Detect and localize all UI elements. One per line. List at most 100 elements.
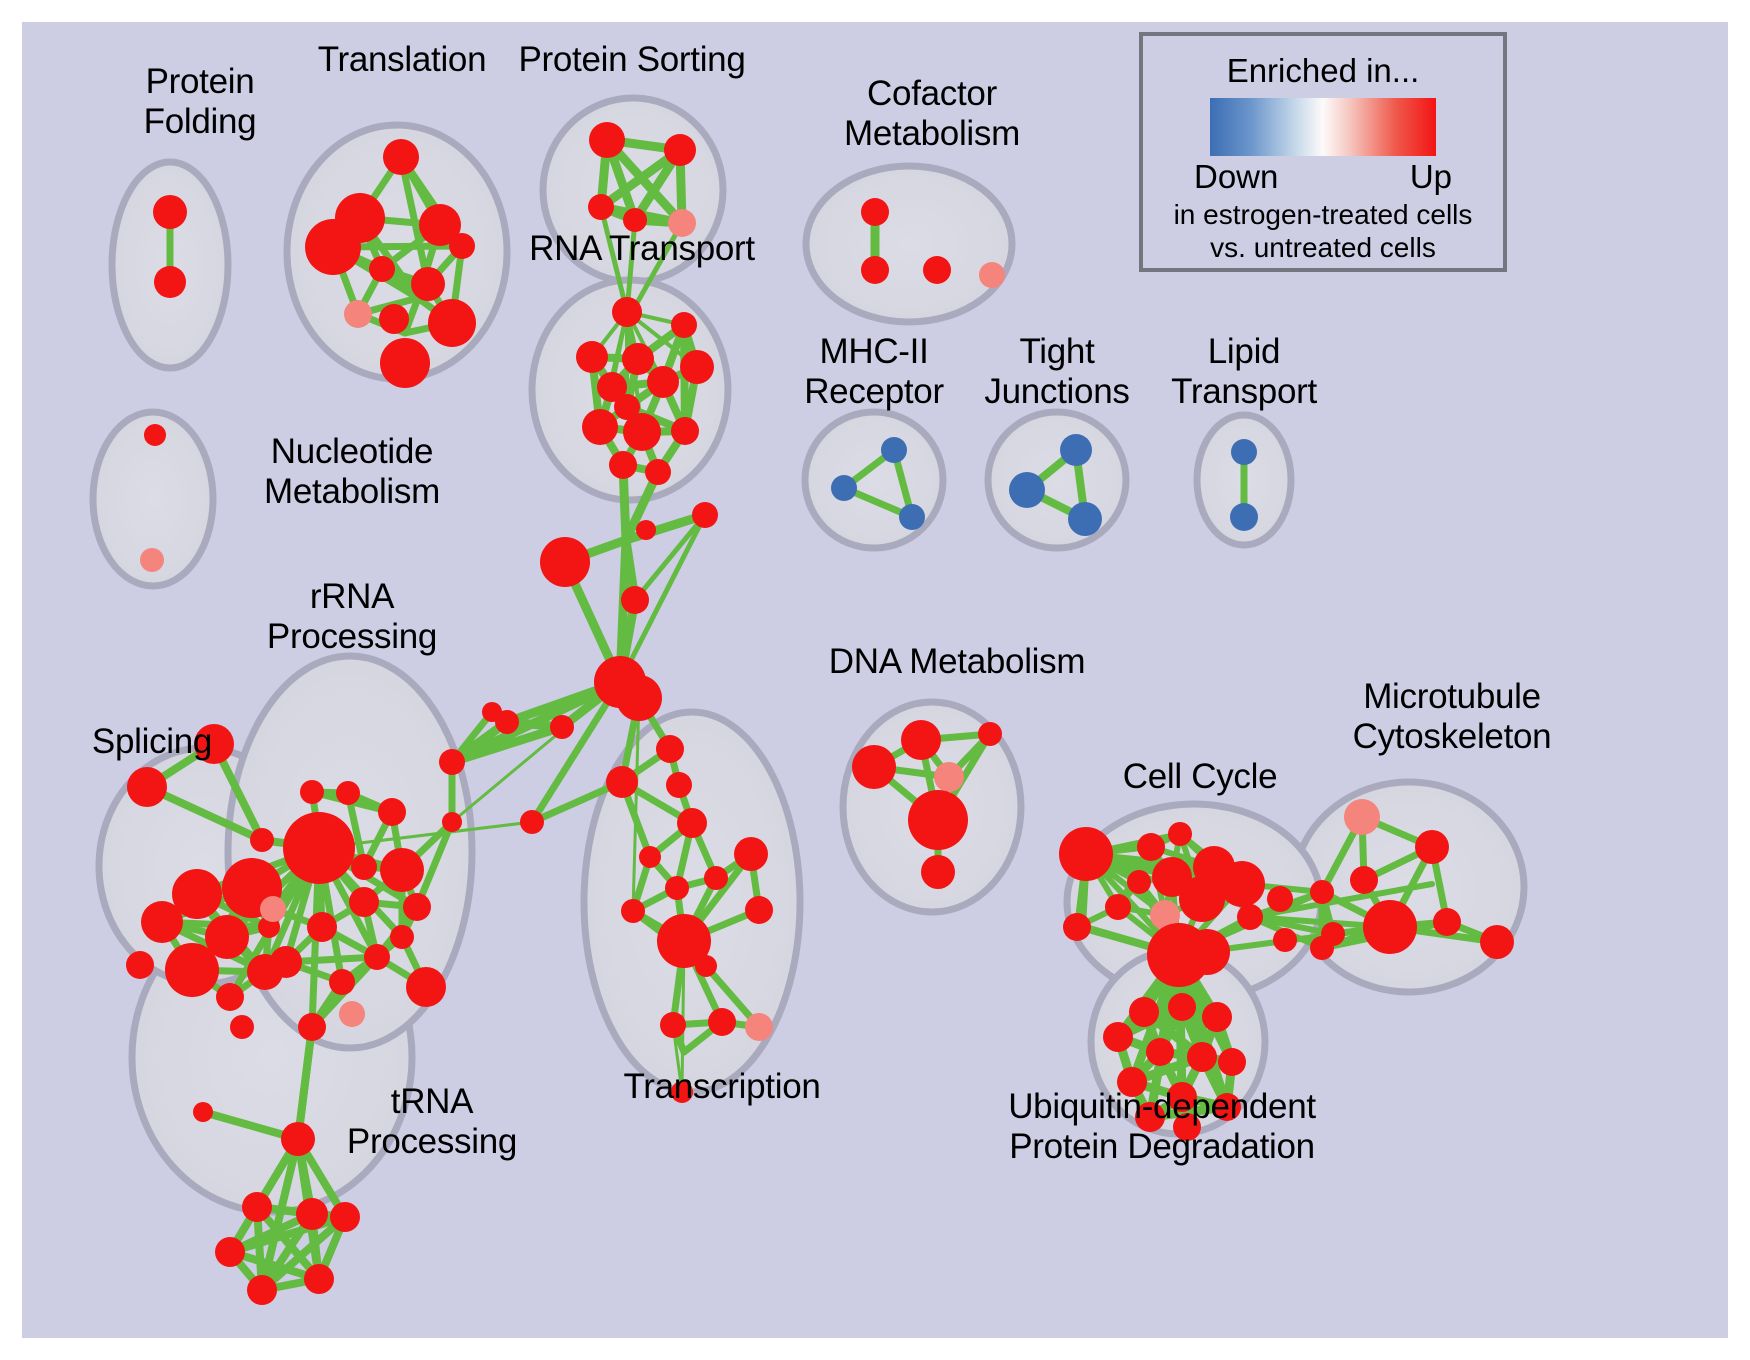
network-node: [283, 812, 355, 884]
network-node: [1213, 1093, 1241, 1121]
network-node: [403, 893, 431, 921]
network-node: [144, 424, 166, 446]
network-node: [668, 209, 696, 237]
network-node: [260, 896, 286, 922]
network-node: [1168, 993, 1196, 1021]
network-node: [1137, 833, 1165, 861]
network-node: [1179, 876, 1225, 922]
network-node: [671, 312, 697, 338]
network-node: [449, 233, 475, 259]
network-node: [1060, 434, 1092, 466]
network-node: [704, 866, 728, 890]
network-node: [639, 846, 661, 868]
network-node: [351, 854, 377, 880]
network-node: [664, 134, 696, 166]
network-node: [582, 409, 618, 445]
network-node: [852, 745, 896, 789]
legend-caption: in estrogen-treated cells vs. untreated …: [1173, 199, 1473, 263]
network-node: [550, 715, 574, 739]
network-node: [1063, 913, 1091, 941]
network-node: [1415, 830, 1449, 864]
network-node: [281, 1122, 315, 1156]
network-node: [621, 899, 645, 923]
network-node: [589, 122, 625, 158]
network-node: [899, 504, 925, 530]
network-node: [1187, 1042, 1217, 1072]
network-node: [349, 887, 379, 917]
network-node: [1135, 1102, 1165, 1132]
network-node: [205, 915, 249, 959]
network-node: [140, 548, 164, 572]
network-node: [1267, 886, 1293, 912]
network-node: [671, 1081, 693, 1103]
network-node: [677, 808, 707, 838]
network-node: [708, 1008, 736, 1036]
network-node: [621, 586, 649, 614]
network-node: [339, 1001, 365, 1027]
network-node: [921, 855, 955, 889]
network-node: [623, 413, 661, 451]
network-node: [978, 722, 1002, 746]
network-node: [215, 1237, 245, 1267]
network-node: [411, 267, 445, 301]
network-node: [383, 139, 419, 175]
network-node: [141, 901, 183, 943]
network-node: [379, 304, 409, 334]
network-node: [540, 537, 590, 587]
cluster-halo-cofactor-metabolism: [802, 162, 1016, 326]
network-node: [861, 198, 889, 226]
network-node: [165, 943, 219, 997]
network-node: [378, 798, 406, 826]
network-node: [1202, 1002, 1232, 1032]
network-node: [881, 437, 907, 463]
network-node: [439, 749, 465, 775]
network-node: [1152, 857, 1192, 897]
network-node: [305, 219, 361, 275]
network-node: [1129, 997, 1159, 1027]
network-node: [1350, 866, 1378, 894]
network-node: [597, 372, 627, 402]
network-node: [1230, 503, 1258, 531]
legend-left-label: Down: [1194, 158, 1279, 195]
network-node: [656, 735, 684, 763]
legend-title: Enriched in...: [1226, 52, 1420, 89]
network-node: [647, 366, 679, 398]
network-node: [172, 869, 222, 919]
network-node: [1059, 827, 1113, 881]
network-node: [1184, 929, 1230, 975]
network-node: [442, 812, 462, 832]
cluster-halo-mhc-ii-receptor: [801, 408, 947, 552]
network-node: [1310, 880, 1334, 904]
network-node: [665, 876, 689, 900]
network-node: [1167, 1082, 1197, 1112]
network-node: [1168, 822, 1192, 846]
network-node: [1231, 439, 1257, 465]
network-node: [1127, 870, 1151, 894]
network-node: [304, 1264, 334, 1294]
network-node: [614, 394, 640, 420]
network-node: [695, 955, 717, 977]
legend-right-label: Up: [1409, 158, 1452, 195]
network-node: [745, 1013, 773, 1041]
network-node: [154, 266, 186, 298]
network-node: [330, 1202, 360, 1232]
network-node: [1146, 1038, 1174, 1066]
network-node: [1105, 894, 1131, 920]
network-node: [908, 790, 968, 850]
network-node: [1173, 1113, 1201, 1141]
network-node: [831, 475, 857, 501]
network-node: [194, 724, 234, 764]
network-node: [657, 914, 711, 968]
network-node: [934, 762, 964, 792]
network-node: [364, 944, 390, 970]
network-node: [1150, 900, 1180, 930]
network-node: [298, 1013, 326, 1041]
network-node: [1480, 925, 1514, 959]
network-node: [270, 946, 302, 978]
network-node: [230, 1015, 254, 1039]
network-node: [126, 951, 154, 979]
network-node: [1273, 928, 1297, 952]
network-node: [576, 341, 608, 373]
legend-colorbar-wrap: [1143, 98, 1503, 156]
legend-colorbar: [1210, 98, 1436, 156]
